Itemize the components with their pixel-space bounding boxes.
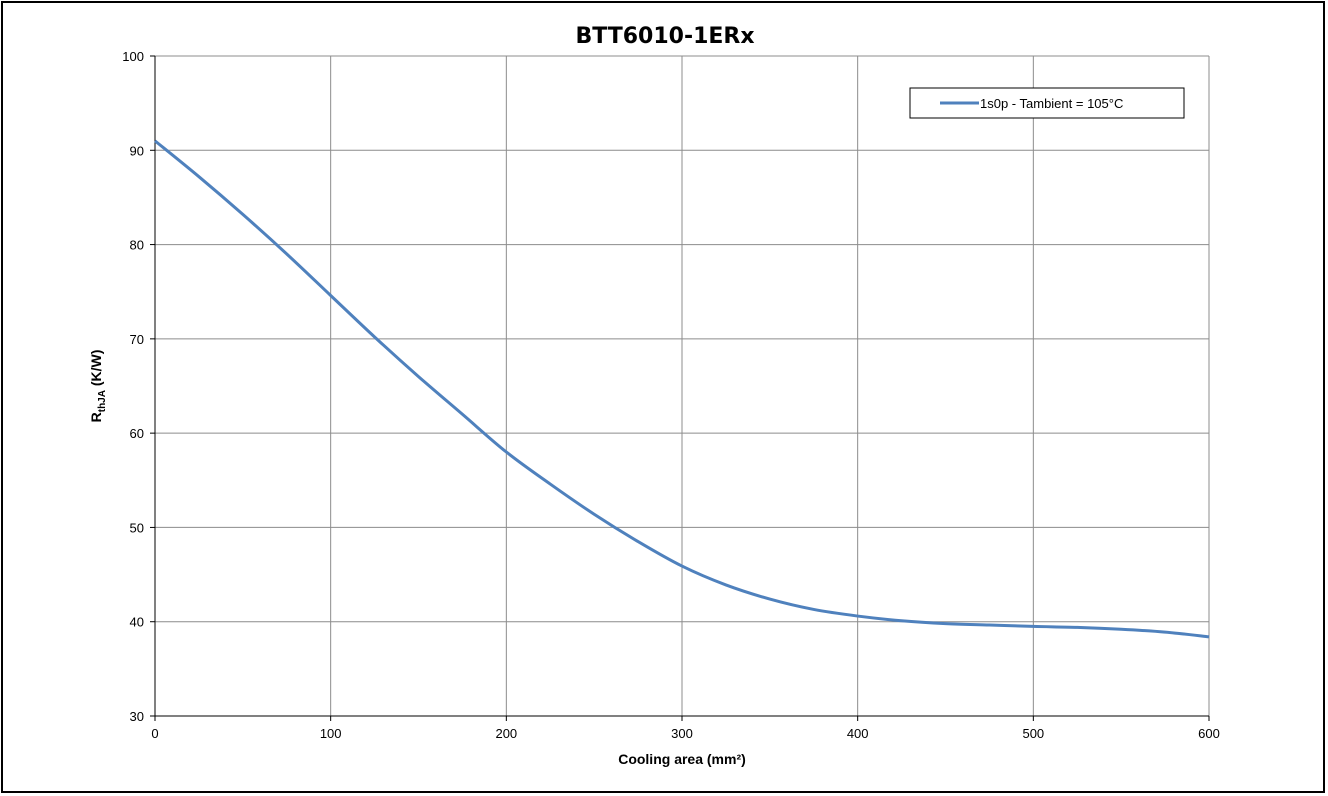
x-axis-label: Cooling area (mm²) — [618, 751, 746, 767]
chart-title: BTT6010-1ERx — [575, 24, 754, 49]
series-lines — [154, 139, 1210, 639]
x-tick-label: 0 — [151, 726, 158, 741]
legend: 1s0p - Tambient = 105°C — [909, 87, 1185, 119]
y-tick-label: 30 — [130, 709, 144, 724]
x-tick-label: 300 — [671, 726, 693, 741]
x-tick-label: 200 — [495, 726, 517, 741]
x-tick-label: 100 — [320, 726, 342, 741]
y-tick-label: 40 — [130, 615, 144, 630]
grid — [150, 55, 1210, 721]
y-tick-label: 80 — [130, 238, 144, 253]
legend-entry: 1s0p - Tambient = 105°C — [980, 96, 1123, 111]
y-tick-label: 70 — [130, 332, 144, 347]
x-tick-label: 600 — [1198, 726, 1220, 741]
y-tick-labels: 30 40 50 60 70 80 90 100 — [122, 49, 144, 724]
y-tick-label: 50 — [130, 520, 144, 535]
y-tick-label: 60 — [130, 426, 144, 441]
y-axis-label-main: R — [88, 412, 104, 422]
y-axis-label-subscript: thJA — [97, 390, 108, 412]
y-axis-label-unit: (K/W) — [88, 350, 104, 390]
series-line — [154, 139, 1210, 639]
y-tick-label: 90 — [130, 143, 144, 158]
x-tick-label: 500 — [1022, 726, 1044, 741]
x-tick-labels: 0 100 200 300 400 500 600 — [151, 726, 1219, 741]
y-tick-label: 100 — [122, 49, 144, 64]
x-tick-label: 400 — [847, 726, 869, 741]
y-axis-label: RthJA (K/W) — [88, 350, 108, 423]
